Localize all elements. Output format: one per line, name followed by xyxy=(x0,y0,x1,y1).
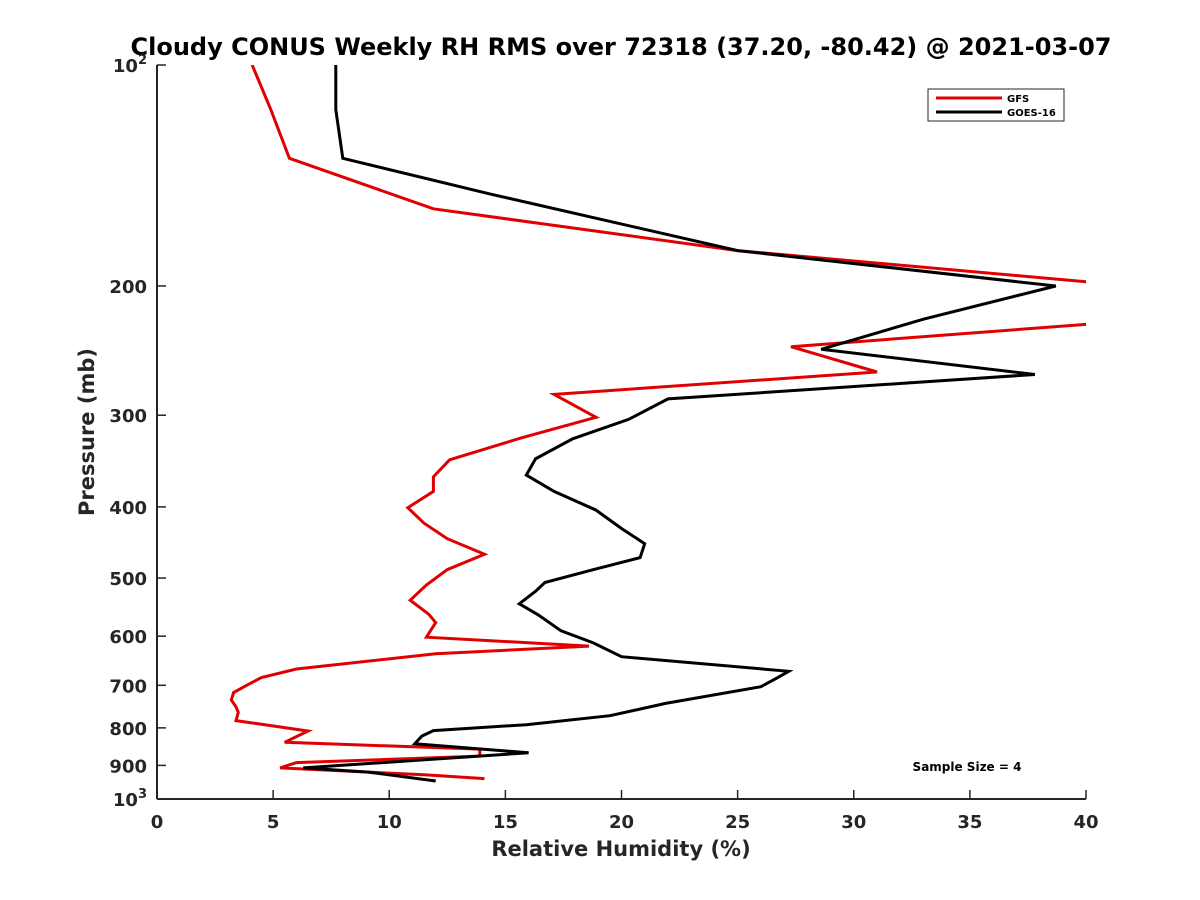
y-tick-label: 400 xyxy=(109,498,147,519)
sample-size-annotation: Sample Size = 4 xyxy=(913,760,1022,774)
y-axis-label: Pressure (mb) xyxy=(75,348,99,516)
x-tick-label: 30 xyxy=(841,812,866,833)
x-tick-label: 35 xyxy=(957,812,982,833)
y-ticks: 102 200 300 400 500 600 700 800 900 103 xyxy=(109,53,166,811)
x-tick-label: 25 xyxy=(725,812,750,833)
legend-label-gfs: GFS xyxy=(1007,94,1029,105)
series-line-goes16 xyxy=(303,65,1057,783)
y-tick-label: 300 xyxy=(109,406,147,427)
y-tick-label: 103 xyxy=(113,787,147,811)
chart-title: Cloudy CONUS Weekly RH RMS over 72318 (3… xyxy=(131,33,1112,61)
axes xyxy=(156,65,1086,800)
x-ticks: 0 5 10 15 20 25 30 35 40 xyxy=(151,790,1099,833)
legend-box xyxy=(927,88,1065,122)
x-tick-label: 15 xyxy=(493,812,518,833)
x-tick-label: 20 xyxy=(609,812,634,833)
y-tick-label: 600 xyxy=(109,627,147,648)
y-tick-label: 800 xyxy=(109,719,147,740)
series-group xyxy=(229,65,1086,783)
y-tick-label: 500 xyxy=(109,569,147,590)
legend: GFS GOES-16 xyxy=(927,88,1065,122)
x-tick-label: 40 xyxy=(1073,812,1098,833)
y-tick-label: 900 xyxy=(109,756,147,777)
x-tick-label: 5 xyxy=(267,812,280,833)
x-axis-label: Relative Humidity (%) xyxy=(491,837,750,861)
x-tick-label: 0 xyxy=(151,812,164,833)
legend-label-goes16: GOES-16 xyxy=(1007,108,1056,119)
series-line-gfs xyxy=(229,65,1086,781)
y-tick-label: 102 xyxy=(113,53,147,77)
x-tick-label: 10 xyxy=(377,812,402,833)
y-tick-label: 200 xyxy=(109,277,147,298)
y-tick-label: 700 xyxy=(109,676,147,697)
